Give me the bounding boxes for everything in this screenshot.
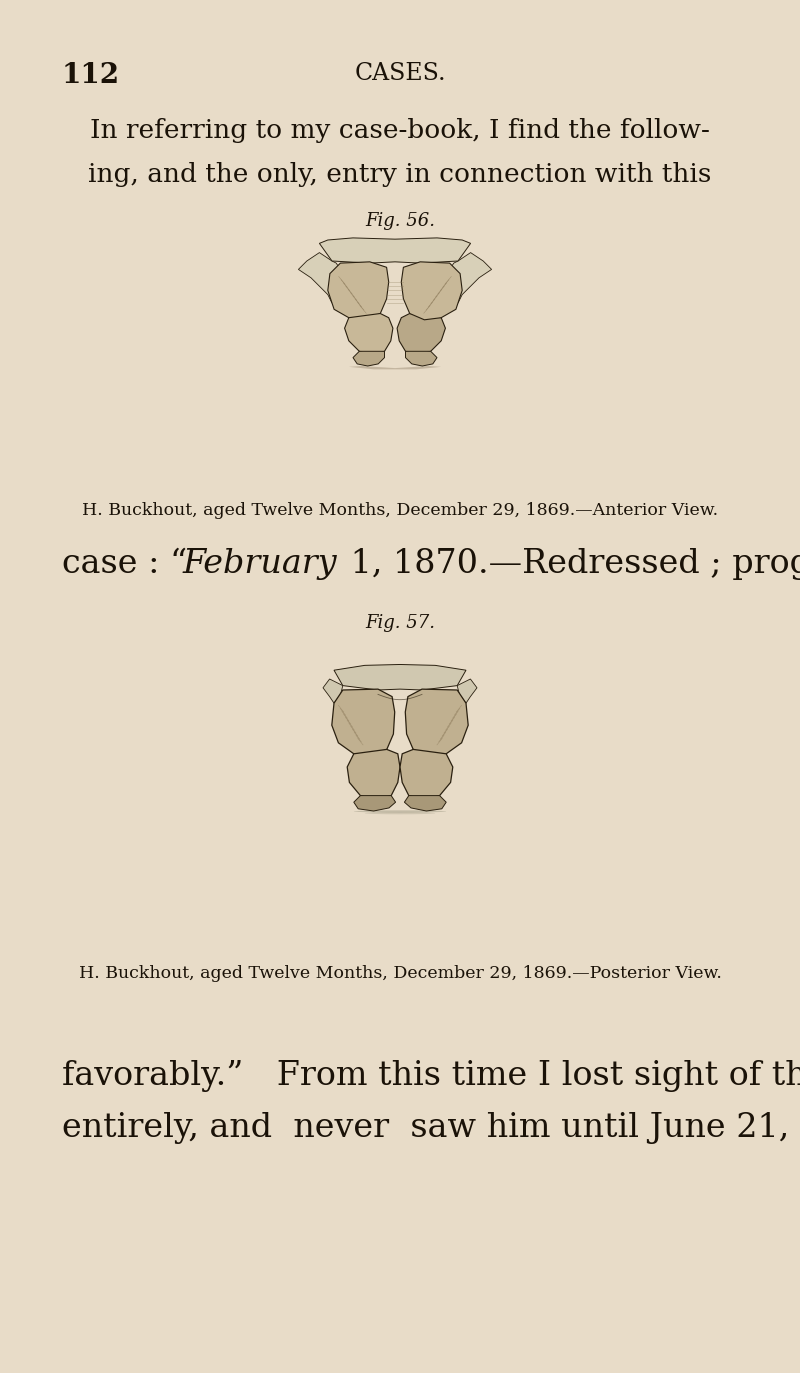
Polygon shape <box>334 665 466 691</box>
Polygon shape <box>353 351 385 367</box>
Text: H. Buckhout, aged Twelve Months, December 29, 1869.—Anterior View.: H. Buckhout, aged Twelve Months, Decembe… <box>82 503 718 519</box>
Text: February: February <box>183 548 338 579</box>
Polygon shape <box>397 313 446 356</box>
Polygon shape <box>450 253 491 303</box>
Text: favorably.” From this time I lost sight of the case: favorably.” From this time I lost sight … <box>62 1060 800 1092</box>
Polygon shape <box>402 262 462 320</box>
Polygon shape <box>319 238 470 264</box>
Text: Fig. 57.: Fig. 57. <box>365 614 435 632</box>
Polygon shape <box>349 367 442 369</box>
Polygon shape <box>406 351 437 367</box>
Ellipse shape <box>365 811 435 814</box>
Polygon shape <box>354 795 396 811</box>
Polygon shape <box>298 253 341 303</box>
Polygon shape <box>328 262 389 320</box>
Ellipse shape <box>354 810 446 813</box>
Polygon shape <box>458 680 477 703</box>
Polygon shape <box>323 680 343 703</box>
Text: 1, 1870.—Redressed ; progressing: 1, 1870.—Redressed ; progressing <box>340 548 800 579</box>
Text: ing, and the only, entry in connection with this: ing, and the only, entry in connection w… <box>88 162 712 187</box>
Text: case : “: case : “ <box>62 548 198 579</box>
Polygon shape <box>404 795 446 811</box>
Text: 112: 112 <box>62 62 120 89</box>
Text: Fig. 56.: Fig. 56. <box>365 211 435 231</box>
Text: entirely, and  never  saw him until June 21, 1873,: entirely, and never saw him until June 2… <box>62 1112 800 1144</box>
Text: H. Buckhout, aged Twelve Months, December 29, 1869.—Posterior View.: H. Buckhout, aged Twelve Months, Decembe… <box>78 965 722 982</box>
Text: In referring to my case-book, I find the follow-: In referring to my case-book, I find the… <box>90 118 710 143</box>
Text: CASES.: CASES. <box>354 62 446 85</box>
Polygon shape <box>345 313 393 356</box>
Polygon shape <box>332 689 394 757</box>
Polygon shape <box>400 750 453 800</box>
Polygon shape <box>347 750 400 800</box>
Polygon shape <box>406 689 468 757</box>
